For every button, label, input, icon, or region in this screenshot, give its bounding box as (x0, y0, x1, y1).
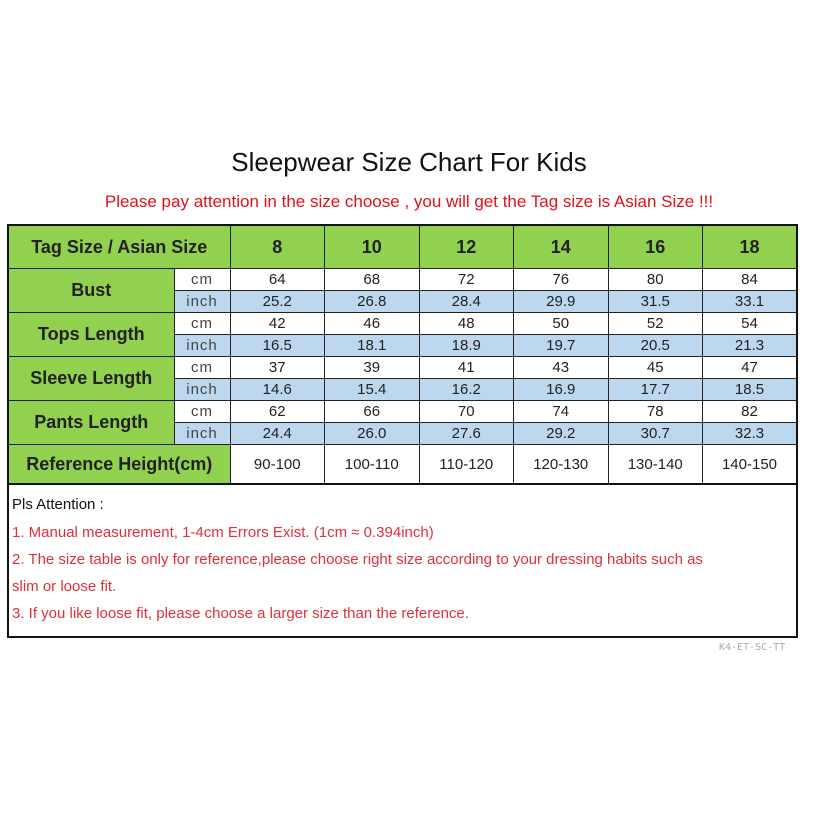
inch-value: 15.4 (324, 378, 420, 401)
inch-value: 20.5 (607, 334, 703, 357)
unit-label: cm (173, 268, 231, 291)
note-line: 1. Manual measurement, 1-4cm Errors Exis… (12, 524, 434, 541)
inch-value: 18.5 (702, 378, 798, 401)
cm-value: 72 (418, 268, 514, 291)
cm-value: 82 (702, 400, 798, 423)
cm-value: 37 (229, 356, 325, 379)
cm-value: 80 (607, 268, 703, 291)
size-header: 8 (229, 224, 325, 269)
table-row-inch: inch 14.6 15.4 16.2 16.9 17.7 18.5 (8, 378, 798, 401)
reference-height-value: 130-140 (607, 444, 703, 485)
cm-value: 47 (702, 356, 798, 379)
reference-height-value: 140-150 (702, 444, 798, 485)
cm-value: 48 (418, 312, 514, 335)
note-line: slim or loose fit. (12, 578, 117, 595)
inch-value: 32.3 (702, 422, 798, 445)
header-label: Tag Size / Asian Size (7, 224, 231, 269)
size-header: 10 (324, 224, 420, 269)
cm-value: 84 (702, 268, 798, 291)
size-header: 18 (702, 224, 798, 269)
inch-value: 30.7 (607, 422, 703, 445)
inch-value: 18.9 (418, 334, 514, 357)
unit-label: inch (173, 378, 231, 401)
cm-value: 46 (324, 312, 420, 335)
cm-value: 45 (607, 356, 703, 379)
inch-value: 21.3 (702, 334, 798, 357)
cm-value: 39 (324, 356, 420, 379)
inch-value: 31.5 (607, 290, 703, 313)
unit-label: cm (173, 312, 231, 335)
inch-value: 33.1 (702, 290, 798, 313)
table-row-inch: inch 24.4 26.0 27.6 29.2 30.7 32.3 (8, 422, 798, 445)
header-row: Tag Size / Asian Size 8 10 12 14 16 18 (7, 224, 798, 269)
measurement-label: Sleeve Length (7, 356, 175, 401)
size-header: 14 (513, 224, 609, 269)
attention-notes: Pls Attention : 1. Manual measurement, 1… (7, 484, 798, 638)
inch-value: 29.9 (513, 290, 609, 313)
cm-value: 70 (418, 400, 514, 423)
inch-value: 24.4 (229, 422, 325, 445)
size-header: 16 (607, 224, 703, 269)
inch-value: 26.0 (324, 422, 420, 445)
inch-value: 29.2 (513, 422, 609, 445)
unit-label: inch (173, 422, 231, 445)
product-code: K4-ET-SC-TT (719, 642, 786, 653)
cm-value: 78 (607, 400, 703, 423)
size-chart-table: Tag Size / Asian Size 8 10 12 14 16 18 Bust cm 64… (7, 224, 798, 485)
unit-label: inch (173, 290, 231, 313)
table-row-inch: inch 16.5 18.1 18.9 19.7 20.5 21.3 (8, 334, 798, 357)
measurement-label: Tops Length (7, 312, 175, 357)
cm-value: 43 (513, 356, 609, 379)
table-row-inch: inch 25.2 26.8 28.4 29.9 31.5 33.1 (8, 290, 798, 313)
reference-height-value: 120-130 (513, 444, 609, 485)
cm-value: 54 (702, 312, 798, 335)
inch-value: 25.2 (229, 290, 325, 313)
asian-size-warning: Please pay attention in the size choose … (104, 192, 714, 211)
cm-value: 62 (229, 400, 325, 423)
inch-value: 27.6 (418, 422, 514, 445)
inch-value: 18.1 (324, 334, 420, 357)
inch-value: 17.7 (607, 378, 703, 401)
measurement-label: Pants Length (7, 400, 175, 445)
reference-height-row: Reference Height(cm) 90-100 100-110 110-120… (7, 444, 798, 485)
note-line: 3. If you like loose fit, please choose … (12, 605, 469, 622)
cm-value: 74 (513, 400, 609, 423)
note-line: 2. The size table is only for reference,… (12, 551, 703, 568)
inch-value: 16.5 (229, 334, 325, 357)
inch-value: 16.2 (418, 378, 514, 401)
measurement-label: Bust (7, 268, 175, 313)
reference-label: Reference Height(cm) (7, 444, 231, 485)
cm-value: 64 (229, 268, 325, 291)
inch-value: 19.7 (513, 334, 609, 357)
cm-value: 52 (607, 312, 703, 335)
size-header: 12 (418, 224, 514, 269)
inch-value: 28.4 (418, 290, 514, 313)
cm-value: 76 (513, 268, 609, 291)
inch-value: 16.9 (513, 378, 609, 401)
cm-value: 50 (513, 312, 609, 335)
table-row-cm: Sleeve Length cm 37 39 41 43 45 47 (7, 356, 798, 401)
unit-label: cm (173, 400, 231, 423)
inch-value: 26.8 (324, 290, 420, 313)
page-title: Sleepwear Size Chart For Kids (231, 147, 587, 177)
cm-value: 66 (324, 400, 420, 423)
table-row-cm: Tops Length cm 42 46 48 50 52 54 (7, 312, 798, 357)
cm-value: 68 (324, 268, 420, 291)
inch-value: 14.6 (229, 378, 325, 401)
cm-value: 41 (418, 356, 514, 379)
notes-heading: Pls Attention : (12, 496, 104, 513)
table-row-cm: Bust cm 64 68 72 76 80 84 (7, 268, 798, 313)
table-row-cm: Pants Length cm 62 66 70 74 78 82 (7, 400, 798, 445)
reference-height-value: 100-110 (324, 444, 420, 485)
cm-value: 42 (229, 312, 325, 335)
unit-label: inch (173, 334, 231, 357)
reference-height-value: 90-100 (229, 444, 325, 485)
unit-label: cm (173, 356, 231, 379)
reference-height-value: 110-120 (418, 444, 514, 485)
